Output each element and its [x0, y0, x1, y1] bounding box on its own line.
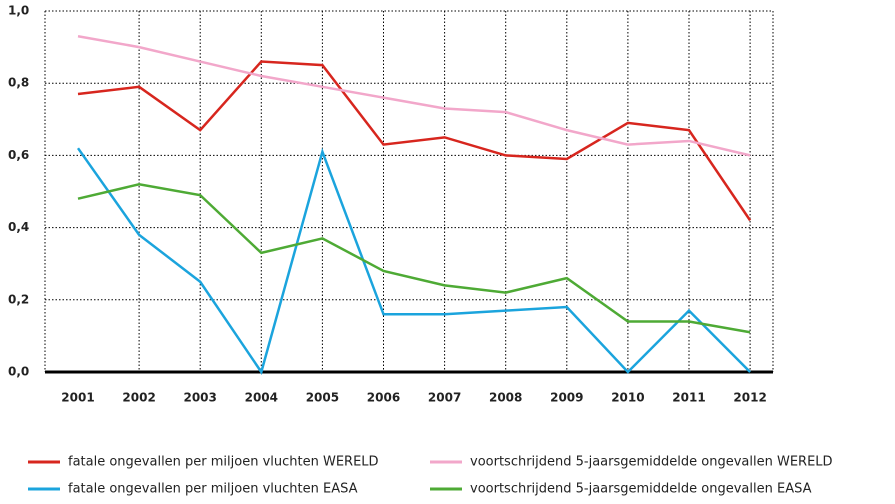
y-tick-label: 0,6: [8, 148, 29, 162]
x-tick-label: 2003: [183, 391, 216, 405]
x-tick-label: 2010: [611, 391, 644, 405]
y-tick-label: 0,2: [8, 292, 29, 306]
y-tick-label: 0,0: [8, 365, 29, 379]
x-tick-label: 2006: [367, 391, 400, 405]
x-tick-label: 2011: [672, 391, 705, 405]
x-tick-label: 2012: [733, 391, 766, 405]
legend-label: fatale ongevallen per miljoen vluchten E…: [68, 482, 358, 497]
legend-label: voortschrijdend 5-jaarsgemiddelde ongeva…: [470, 482, 812, 497]
series-line: [76, 147, 751, 375]
y-tick-label: 0,8: [8, 76, 29, 90]
series-line: [77, 183, 751, 334]
legend-label: fatale ongevallen per miljoen vluchten W…: [68, 455, 379, 470]
legend-label: voortschrijdend 5-jaarsgemiddelde ongeva…: [470, 455, 833, 470]
x-tick-label: 2001: [61, 391, 94, 405]
x-tick-label: 2007: [428, 391, 461, 405]
x-tick-label: 2002: [122, 391, 155, 405]
x-tick-label: 2008: [489, 391, 522, 405]
series-line: [77, 35, 751, 157]
x-tick-label: 2005: [306, 391, 339, 405]
x-tick-label: 2009: [550, 391, 583, 405]
y-tick-label: 0,4: [8, 220, 29, 234]
y-tick-label: 1,0: [8, 4, 29, 18]
x-tick-label: 2004: [245, 391, 278, 405]
series-line: [77, 60, 752, 222]
